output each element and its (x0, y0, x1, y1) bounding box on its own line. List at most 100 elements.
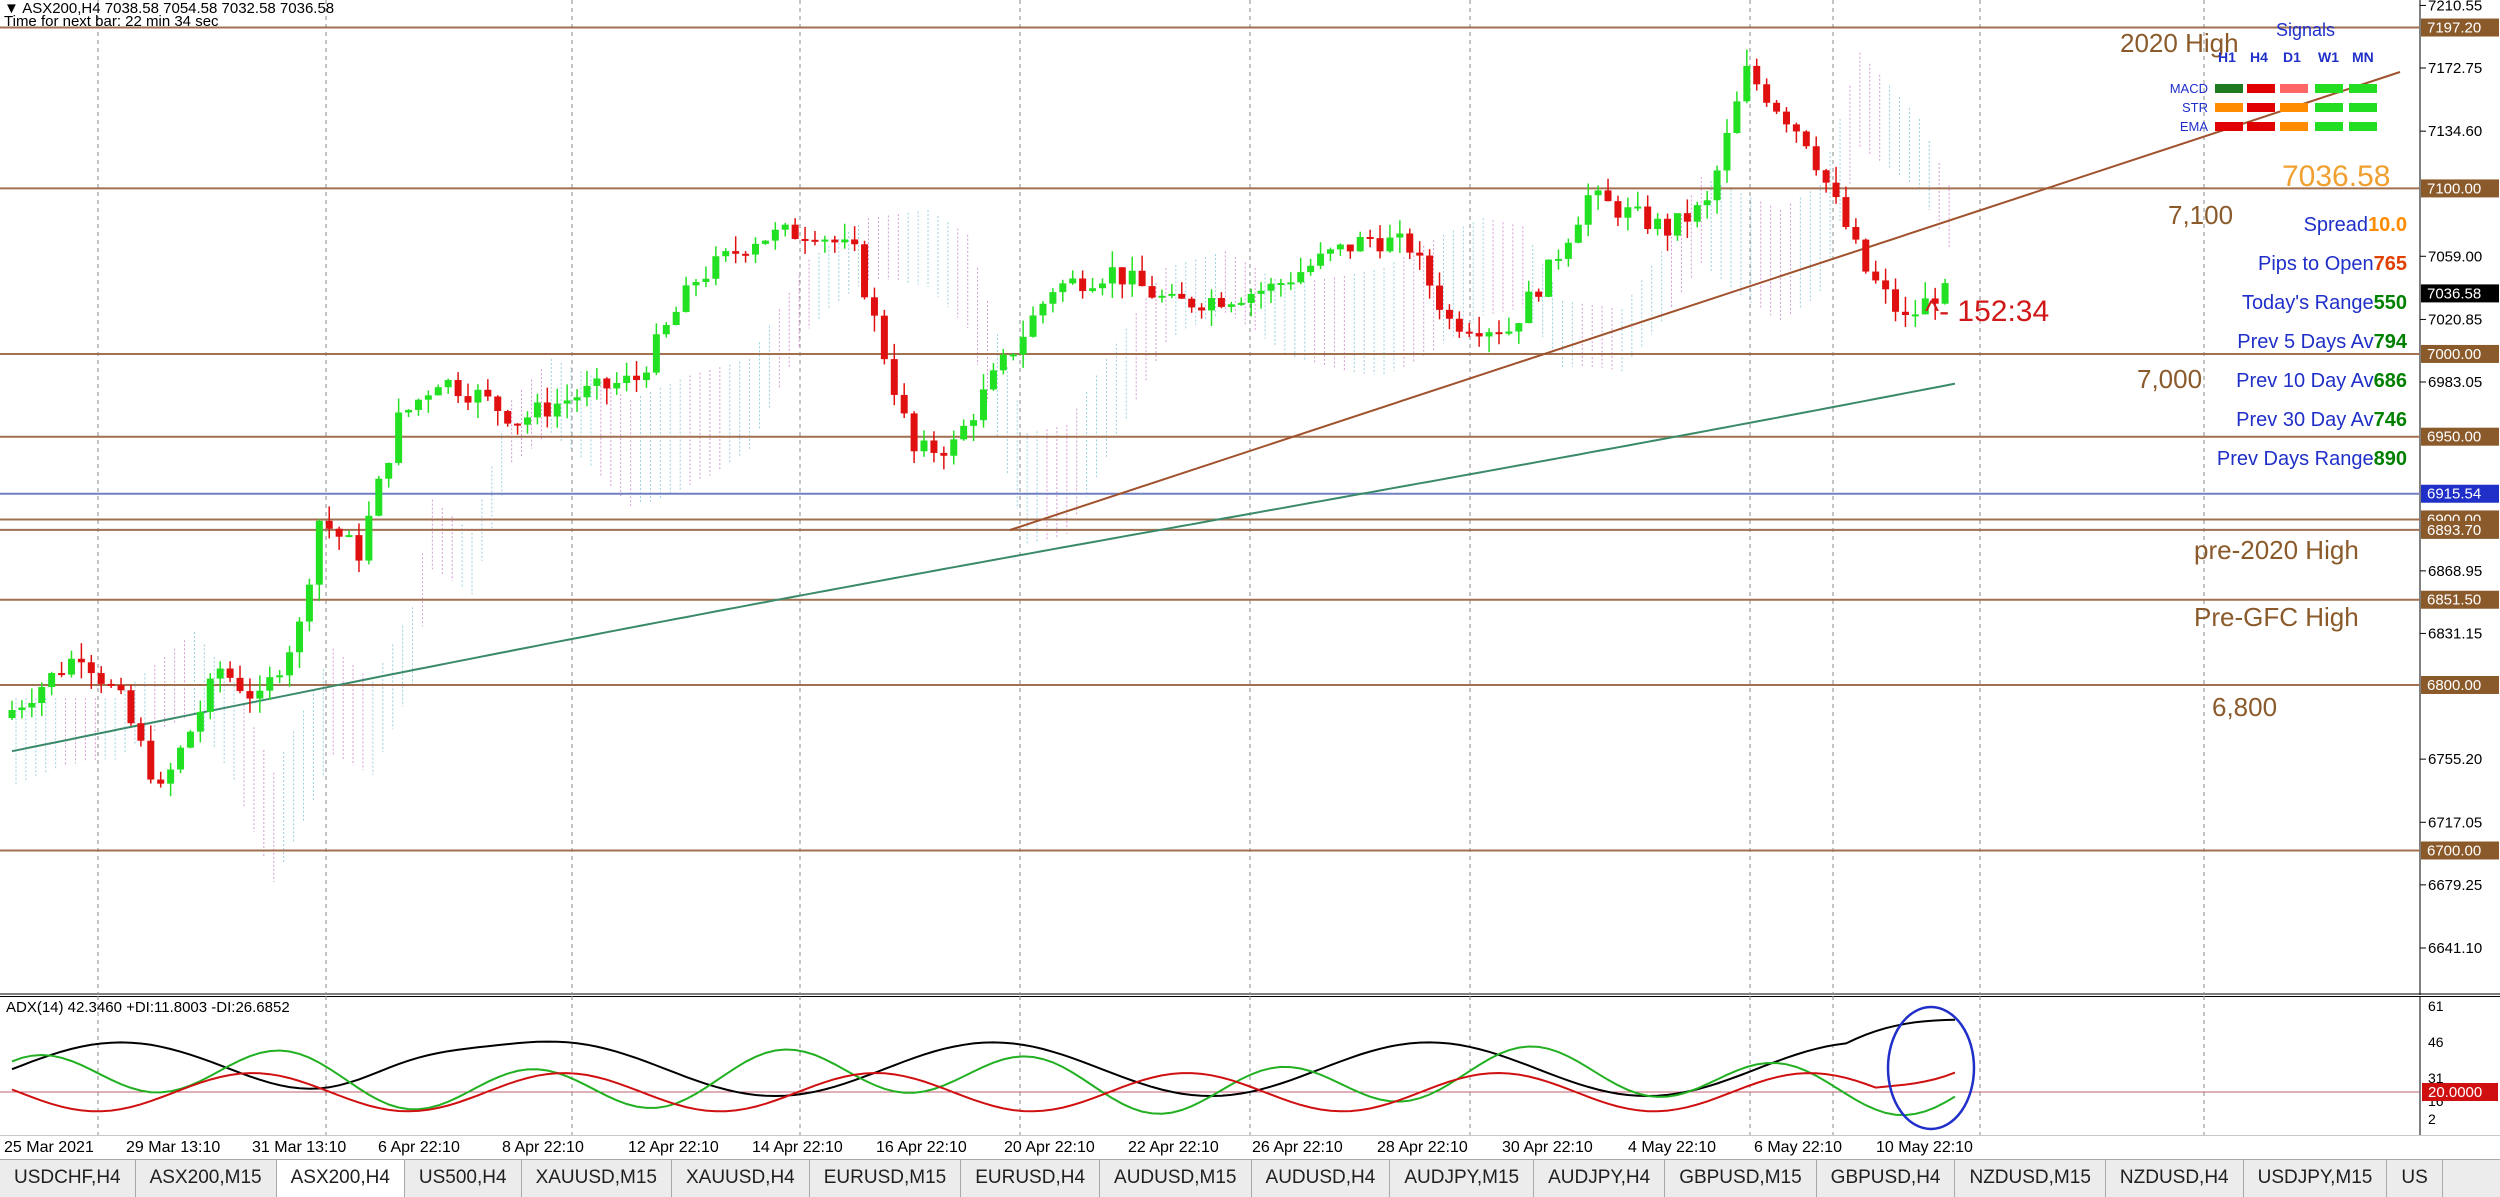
horizontal-levels (0, 26, 2420, 852)
signal-row-label: STR (2182, 100, 2208, 115)
signal-cell (2247, 103, 2275, 112)
price-tag (2421, 284, 2499, 303)
adx-line (11, 1018, 1956, 1098)
chart-tab[interactable]: US (2387, 1160, 2443, 1197)
chart-tab[interactable]: NZDUSD,M15 (1955, 1160, 2106, 1197)
chart-tab[interactable]: NZDUSD,H4 (2106, 1160, 2244, 1197)
chart-tab[interactable]: EURUSD,H4 (961, 1160, 1101, 1197)
minus-di-line (11, 1071, 1956, 1113)
info-row: Prev Days Range890 (2217, 448, 2407, 470)
candle-body (1634, 206, 1642, 209)
candle-body (1862, 239, 1870, 272)
chart-tab[interactable]: XAUUSD,M15 (522, 1160, 672, 1197)
candle-body (1773, 102, 1781, 112)
candle-body (930, 440, 938, 453)
chart-tab[interactable]: AUDUSD,H4 (1252, 1160, 1391, 1197)
candle-body (831, 239, 839, 243)
candle-body (1317, 253, 1325, 266)
candle-body (1178, 293, 1186, 299)
chart-tab[interactable]: ASX200,M15 (136, 1160, 277, 1197)
candle-body (1743, 65, 1751, 102)
chart-tab[interactable]: XAUUSD,H4 (672, 1160, 810, 1197)
symbol-header: ▼ ASX200,H4 7038.58 7054.58 7032.58 7036… (4, 0, 334, 17)
candle-body (1158, 295, 1166, 298)
candle-body (504, 410, 512, 424)
candle-body (405, 409, 413, 413)
signals-title: Signals (2276, 20, 2335, 40)
chart-tab[interactable]: USDJPY,M15 (2244, 1160, 2388, 1197)
candle-body (1485, 332, 1493, 337)
candle-body (1217, 298, 1225, 307)
candle-body (563, 400, 571, 404)
candle-body (870, 297, 878, 316)
adx-indicator-panel[interactable]: ADX(14) 42.3460 +DI:11.8003 -DI:26.6852 … (0, 996, 2500, 1135)
candle-body (1554, 258, 1562, 261)
candle-body (67, 658, 75, 675)
candle-body (1376, 238, 1384, 252)
chart-tab[interactable]: AUDUSD,M15 (1100, 1160, 1252, 1197)
candle-body (484, 389, 492, 397)
candle-body (1029, 315, 1037, 337)
candle-body (1168, 293, 1176, 296)
chart-tab[interactable]: US500,H4 (405, 1160, 522, 1197)
candle-body (999, 354, 1007, 371)
time-axis-label: 26 Apr 22:10 (1252, 1139, 1343, 1156)
candle-body (1911, 314, 1919, 317)
signal-cell (2349, 122, 2377, 131)
candle-body (523, 417, 531, 425)
candle-body (1049, 292, 1057, 304)
adx-label: ADX(14) 42.3460 +DI:11.8003 -DI:26.6852 (6, 999, 290, 1016)
time-axis-label: 10 May 22:10 (1876, 1139, 1973, 1156)
candle-body (801, 238, 809, 241)
price-tag (2421, 344, 2499, 363)
candle-body (910, 413, 918, 452)
candle-body (1436, 285, 1444, 310)
candle-body (1455, 318, 1463, 332)
highlight-ellipse (1886, 1005, 1976, 1131)
price-tick-label: 7172.75 (2428, 60, 2482, 77)
chart-tab[interactable]: AUDJPY,H4 (1534, 1160, 1666, 1197)
candle-body (791, 224, 799, 239)
candle-body (38, 687, 46, 704)
candle-body (682, 285, 690, 312)
chart-tab[interactable]: ASX200,H4 (276, 1160, 405, 1197)
signal-timeframe-label: MN (2352, 49, 2374, 65)
signal-row-label: EMA (2180, 119, 2209, 134)
candle-body (365, 515, 373, 561)
collapse-triangle-icon[interactable]: ▼ (4, 0, 19, 17)
price-tag-label: 6700.00 (2427, 843, 2481, 860)
candle-body (702, 278, 710, 283)
price-tag-label: 7000.00 (2427, 346, 2481, 363)
time-axis: 25 Mar 2021 29 Mar 13:10 31 Mar 13:10 6 Apr… (0, 1135, 2500, 1160)
candle-body (454, 380, 462, 397)
chart-tab[interactable]: AUDJPY,M15 (1390, 1160, 1535, 1197)
candle-body (613, 383, 621, 389)
time-axis-label: 14 Apr 22:10 (752, 1139, 843, 1156)
candle-body (989, 370, 997, 390)
chart-tab[interactable]: USDCHF,H4 (0, 1160, 136, 1197)
candle-body (841, 239, 849, 243)
trendline[interactable] (1009, 71, 2401, 531)
time-axis-label: 8 Apr 22:10 (502, 1139, 584, 1156)
candle-body (335, 528, 343, 537)
chart-tab[interactable]: GBPUSD,H4 (1817, 1160, 1956, 1197)
signal-row-label: MACD (2170, 81, 2208, 96)
candle-body (494, 396, 502, 411)
moving-average-line (11, 382, 1956, 753)
signal-cell (2315, 84, 2343, 93)
candle-body (1782, 111, 1790, 125)
candle-body (1237, 302, 1245, 305)
candle-body (1594, 190, 1602, 196)
chart-tab[interactable]: GBPUSD,M15 (1665, 1160, 1817, 1197)
candle-body (1287, 282, 1295, 285)
candle-body (603, 378, 611, 389)
candle-body (1366, 237, 1374, 240)
label-7100: 7,100 (2168, 200, 2233, 230)
price-chart[interactable]: 7210.55 7172.75 7134.60 7059.00 7020.85 6983.… (0, 0, 2500, 995)
price-tag-label: 6893.70 (2427, 522, 2481, 539)
candle-body (1574, 224, 1582, 243)
price-tick-label: 6755.20 (2428, 751, 2482, 768)
candle-body (325, 520, 333, 529)
chart-tab[interactable]: EURUSD,M15 (810, 1160, 962, 1197)
price-tick-label: 6679.25 (2428, 877, 2482, 894)
